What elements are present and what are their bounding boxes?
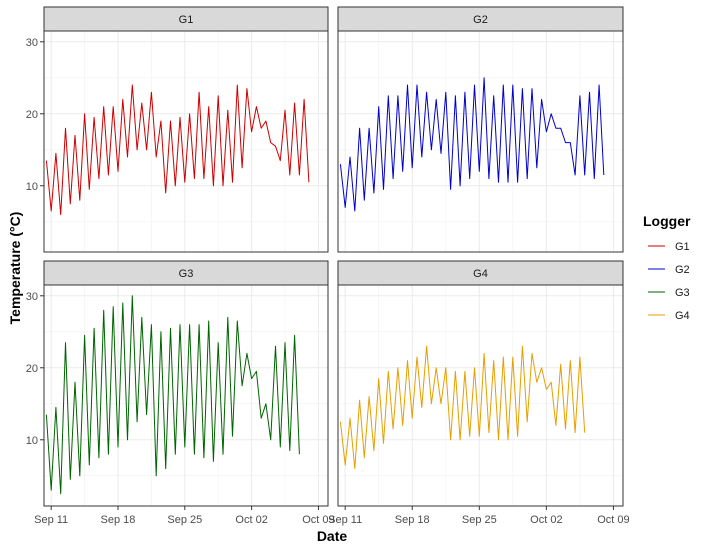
legend: Logger G1 G2 G3 G4 <box>643 213 691 322</box>
facet-strip <box>337 6 624 32</box>
facet-panel: G4 Sep 11 Sep 18 Sep 25 Oct 02 Oct 09 <box>328 260 630 526</box>
legend-item: G1 <box>648 241 690 253</box>
facet-strip <box>43 6 329 32</box>
legend-label: G3 <box>675 287 690 299</box>
series-line-g2 <box>339 77 605 212</box>
y-tick-label: 30 <box>26 291 38 303</box>
x-tick-label: Oct 02 <box>235 514 267 526</box>
facet-panels: G1 10 20 30 G2 G3 10 20 30 Sep 11 Sep 18 Sep 25 Oct … <box>26 6 630 526</box>
facet-panel: G1 10 20 30 <box>26 6 329 253</box>
x-tick-label: Sep 11 <box>328 514 362 526</box>
legend-label: G4 <box>675 310 690 322</box>
facet-strip-label: G3 <box>179 268 194 280</box>
panel-background <box>338 285 623 506</box>
legend-label: G2 <box>675 264 690 276</box>
y-axis-label: Temperature (°C) <box>7 212 23 325</box>
series-line-g1 <box>45 84 310 216</box>
panel-border <box>43 284 329 507</box>
panel-background <box>44 31 328 252</box>
series-line-g4 <box>339 345 586 470</box>
legend-item: G2 <box>648 264 690 276</box>
legend-item: G3 <box>648 287 690 299</box>
x-tick-label: Sep 25 <box>167 514 202 526</box>
legend-label: G1 <box>675 241 690 253</box>
x-tick-label: Oct 09 <box>597 514 629 526</box>
y-tick-label: 30 <box>26 37 38 49</box>
series-line-g3 <box>45 295 300 495</box>
panel-border <box>337 30 624 253</box>
panel-border <box>43 30 329 253</box>
y-tick-label: 20 <box>26 363 38 375</box>
x-tick-label: Sep 18 <box>395 514 430 526</box>
x-tick-label: Sep 25 <box>462 514 497 526</box>
facet-strip <box>337 260 624 286</box>
facet-strip-label: G4 <box>473 268 488 280</box>
x-tick-label: Oct 09 <box>302 514 334 526</box>
x-tick-label: Oct 02 <box>530 514 562 526</box>
facet-strip-label: G2 <box>473 14 488 26</box>
facet-strip <box>43 260 329 286</box>
x-tick-label: Sep 18 <box>101 514 136 526</box>
legend-item: G4 <box>648 310 690 322</box>
facet-panel: G3 10 20 30 Sep 11 Sep 18 Sep 25 Oct 02 Oct 09 <box>26 260 335 526</box>
facet-panel: G2 <box>337 6 624 253</box>
legend-title: Logger <box>643 213 691 229</box>
y-tick-label: 10 <box>26 181 38 193</box>
y-tick-label: 20 <box>26 109 38 121</box>
legend-items: G1 G2 G3 G4 <box>648 241 690 322</box>
x-axis-label: Date <box>317 528 348 544</box>
x-tick-label: Sep 11 <box>34 514 68 526</box>
y-tick-label: 10 <box>26 435 38 447</box>
panel-border <box>337 284 624 507</box>
facet-strip-label: G1 <box>179 14 194 26</box>
